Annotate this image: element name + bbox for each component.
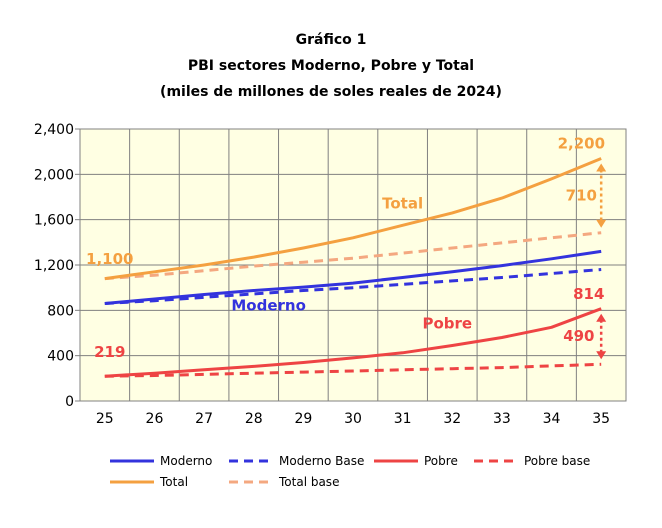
x-tick-label: 35 [592,411,610,427]
x-tick-label: 33 [493,411,511,427]
y-tick-label: 400 [47,349,74,365]
series-line-total-base [104,231,602,281]
series-label: Total [382,194,423,212]
x-tick-label: 31 [394,411,412,427]
value-annotation: 710 [566,186,597,204]
x-tick-label: 32 [443,411,461,427]
gap-arrow-head-down [596,351,607,360]
legend-label-pobre: Pobre [424,454,458,468]
series-line-total [104,157,602,281]
series-line-pobre-base [104,362,602,378]
value-annotation: 490 [563,327,594,345]
legend-label-pobre-base: Pobre base [524,454,590,468]
legend: Moderno Moderno Base Pobre Pobre base Total T… [110,454,590,489]
x-tick-label: 27 [195,411,213,427]
legend-label-moderno-base: Moderno Base [279,454,364,468]
chart-title-line-1: Gráfico 1 [295,32,367,48]
series-label: Pobre [423,314,473,332]
x-tick-label: 29 [294,411,312,427]
y-tick-label: 1,200 [34,258,74,274]
gap-arrow-head-up [596,313,607,322]
annotations: Total Moderno Pobre 1,100 219 2,200 814 710 490 [86,134,607,361]
value-annotation: 814 [573,285,604,303]
legend-label-total-base: Total base [278,475,339,489]
legend-label-moderno: Moderno [160,454,212,468]
legend-label-total: Total [159,475,188,489]
gap-arrow-head-down [596,219,607,228]
x-tick-label: 25 [96,411,114,427]
chart-title-line-2: PBI sectores Moderno, Pobre y Total [187,58,475,74]
chart-title-line-3: (miles de millones de soles reales de 20… [160,84,502,100]
value-annotation: 1,100 [86,250,133,268]
y-tick-label: 0 [65,394,74,410]
series-line-moderno [104,249,602,305]
gap-arrow-head-up [596,163,607,172]
value-annotation: 219 [94,343,125,361]
series-lines [104,157,602,378]
y-tick-label: 2,000 [34,167,74,183]
x-tick-label: 34 [543,411,561,427]
series-line-pobre [104,307,602,378]
y-tick-label: 800 [47,303,74,319]
axes: 0 400 800 1,200 1,600 2,000 2,400 25 26 27 28 29 30 3… [34,122,610,427]
series-line-moderno-base [104,268,602,305]
x-tick-label: 28 [245,411,263,427]
y-tick-label: 2,400 [34,122,74,138]
series-label: Moderno [231,296,306,314]
grid [80,129,626,401]
y-tick-label: 1,600 [34,213,74,229]
value-annotation: 2,200 [558,134,605,152]
x-tick-label: 26 [146,411,164,427]
x-tick-label: 30 [344,411,362,427]
